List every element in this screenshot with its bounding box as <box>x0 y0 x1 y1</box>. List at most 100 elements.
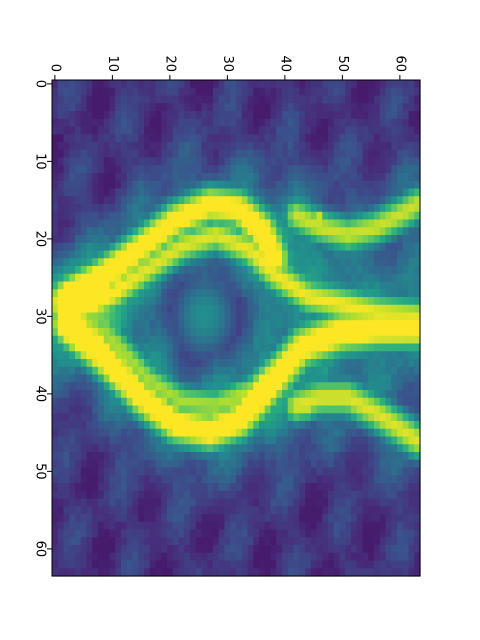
heatmap-cell <box>121 118 128 128</box>
heatmap-cell <box>299 366 306 376</box>
heatmap-cell <box>115 273 122 283</box>
heatmap-cell <box>178 444 185 453</box>
heatmap-cell <box>276 173 283 182</box>
heatmap-cell <box>322 366 329 376</box>
heatmap-cell <box>351 188 358 197</box>
heatmap-cell <box>276 506 283 515</box>
heatmap-cell <box>236 250 243 259</box>
heatmap-cell <box>201 506 208 515</box>
heatmap-cell <box>414 320 421 329</box>
heatmap-cell <box>391 475 398 484</box>
heatmap-cell <box>224 134 231 143</box>
heatmap-cell <box>213 397 220 407</box>
heatmap-cell <box>126 227 134 236</box>
heatmap-cell <box>270 87 277 97</box>
heatmap-cell <box>149 413 157 422</box>
heatmap-cell <box>121 320 128 329</box>
heatmap-cell <box>339 95 346 104</box>
heatmap-cell <box>57 413 65 422</box>
heatmap-cell <box>408 118 415 128</box>
heatmap-cell <box>167 312 174 321</box>
heatmap-cell <box>293 351 300 360</box>
heatmap-cell <box>259 498 266 507</box>
heatmap-cell <box>92 242 99 252</box>
heatmap-cell <box>259 281 266 290</box>
heatmap-cell <box>282 289 289 298</box>
heatmap-cell <box>69 95 76 104</box>
heatmap-cell <box>374 560 381 569</box>
heatmap-cell <box>69 165 76 174</box>
heatmap-cell <box>287 343 295 352</box>
heatmap-cell <box>351 490 358 500</box>
heatmap-cell <box>379 483 387 492</box>
heatmap-cell <box>207 118 214 128</box>
heatmap-cell <box>351 560 358 569</box>
heatmap-cell <box>299 266 306 275</box>
heatmap-cell <box>69 374 76 383</box>
heatmap-cell <box>172 87 180 97</box>
heatmap-cell <box>144 273 151 283</box>
heatmap-cell <box>138 568 145 577</box>
heatmap-cell <box>115 428 122 438</box>
heatmap-cell <box>374 390 381 399</box>
heatmap-cell <box>178 111 185 120</box>
heatmap-cell <box>121 297 128 306</box>
heatmap-cell <box>178 537 185 546</box>
heatmap-cell <box>184 521 191 531</box>
heatmap-cell <box>178 405 185 414</box>
heatmap-cell <box>92 118 99 128</box>
heatmap-cell <box>253 211 260 221</box>
heatmap-cell <box>213 250 220 259</box>
heatmap-cell <box>241 467 249 476</box>
heatmap-cell <box>138 235 145 244</box>
heatmap-cell <box>368 103 375 112</box>
heatmap-cell <box>402 219 410 228</box>
heatmap-cell <box>195 211 203 221</box>
heatmap-cell <box>351 405 358 414</box>
heatmap-cell <box>69 273 76 283</box>
heatmap-cell <box>98 452 105 461</box>
heatmap-cell <box>92 397 99 407</box>
heatmap-cell <box>414 428 421 438</box>
heatmap-cell <box>299 467 306 476</box>
heatmap-cell <box>121 421 128 430</box>
heatmap-cell <box>264 304 272 314</box>
heatmap-cell <box>126 405 134 414</box>
heatmap-cell <box>287 204 295 213</box>
heatmap-cell <box>103 281 111 290</box>
heatmap-cell <box>80 359 88 368</box>
heatmap-cell <box>402 134 410 143</box>
heatmap-cell <box>126 514 134 523</box>
heatmap-cell <box>190 118 197 128</box>
heatmap-cell <box>333 545 341 554</box>
heatmap-cell <box>356 258 364 267</box>
heatmap-cell <box>328 180 335 190</box>
heatmap-cell <box>310 289 318 298</box>
heatmap-cell <box>397 320 404 329</box>
heatmap-cell <box>362 304 369 314</box>
heatmap-cell <box>115 297 122 306</box>
heatmap-cell <box>161 514 168 523</box>
heatmap-cell <box>333 506 341 515</box>
heatmap-cell <box>402 80 410 89</box>
heatmap-cell <box>362 242 369 252</box>
heatmap-cell <box>161 545 168 554</box>
heatmap-cell <box>345 529 352 538</box>
heatmap-cell <box>247 521 254 531</box>
heatmap-cell <box>397 149 404 159</box>
heatmap-cell <box>397 552 404 562</box>
heatmap-cell <box>397 87 404 97</box>
heatmap-cell <box>121 281 128 290</box>
heatmap-cell <box>86 552 93 562</box>
heatmap-cell <box>86 219 93 228</box>
heatmap-cell <box>149 242 157 252</box>
heatmap-cell <box>379 219 387 228</box>
heatmap-cell <box>236 126 243 135</box>
heatmap-cell <box>259 459 266 469</box>
heatmap-cell <box>345 227 352 236</box>
heatmap-cell <box>86 297 93 306</box>
heatmap-cell <box>190 165 197 174</box>
heatmap-cell <box>287 452 295 461</box>
heatmap-cell <box>253 343 260 352</box>
heatmap-cell <box>57 281 65 290</box>
